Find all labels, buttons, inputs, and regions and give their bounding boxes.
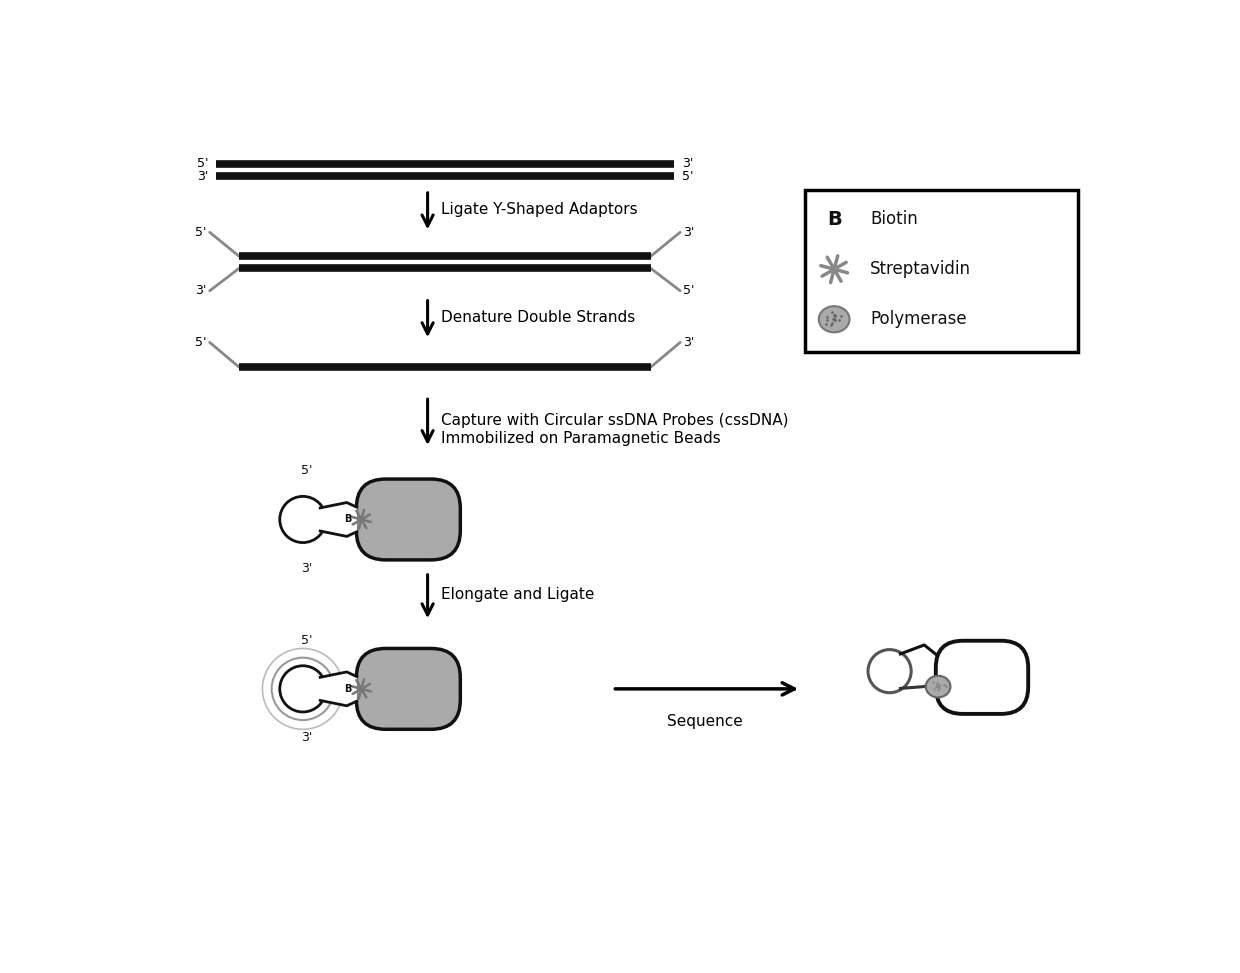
Text: Streptavidin: Streptavidin [870, 260, 971, 278]
Text: Polymerase: Polymerase [870, 310, 967, 328]
Text: 3': 3' [301, 561, 312, 575]
Text: 5': 5' [301, 633, 312, 646]
Text: 3': 3' [683, 226, 694, 238]
Text: B: B [827, 209, 842, 229]
FancyBboxPatch shape [805, 190, 1079, 351]
Text: B: B [345, 515, 352, 524]
FancyBboxPatch shape [356, 648, 460, 730]
Text: 5': 5' [195, 336, 207, 349]
Text: 5': 5' [683, 284, 694, 298]
Ellipse shape [926, 676, 950, 698]
Text: 3': 3' [197, 169, 208, 183]
Text: 3': 3' [683, 336, 694, 349]
Text: Elongate and Ligate: Elongate and Ligate [441, 588, 595, 602]
Text: Capture with Circular ssDNA Probes (cssDNA)
Immobilized on Paramagnetic Beads: Capture with Circular ssDNA Probes (cssD… [441, 414, 789, 446]
Text: 5': 5' [301, 464, 312, 477]
Text: 5': 5' [195, 226, 207, 238]
FancyBboxPatch shape [356, 479, 460, 559]
Text: 5': 5' [682, 169, 693, 183]
Text: Ligate Y-Shaped Adaptors: Ligate Y-Shaped Adaptors [441, 202, 639, 217]
Polygon shape [320, 502, 357, 536]
Text: B: B [345, 684, 352, 694]
Ellipse shape [818, 306, 849, 333]
FancyBboxPatch shape [936, 641, 1028, 714]
Text: Denature Double Strands: Denature Double Strands [441, 310, 636, 325]
Text: Biotin: Biotin [870, 210, 918, 229]
Text: Sequence: Sequence [667, 714, 743, 729]
Polygon shape [320, 672, 357, 705]
Text: 3': 3' [301, 732, 312, 744]
Text: 3': 3' [682, 158, 693, 170]
Text: 5': 5' [197, 158, 208, 170]
Text: 3': 3' [195, 284, 207, 298]
